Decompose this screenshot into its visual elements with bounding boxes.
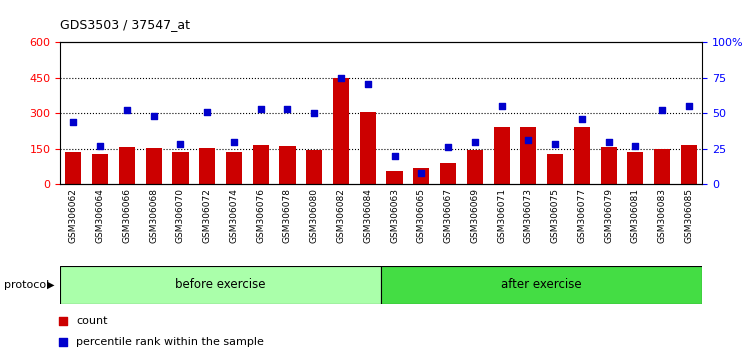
Bar bbox=[173, 152, 189, 184]
Text: GSM306075: GSM306075 bbox=[550, 188, 559, 243]
Bar bbox=[92, 154, 108, 184]
Bar bbox=[413, 167, 430, 184]
Bar bbox=[306, 150, 322, 184]
Point bbox=[683, 103, 695, 109]
Text: GSM306073: GSM306073 bbox=[523, 188, 532, 243]
Text: GSM306070: GSM306070 bbox=[176, 188, 185, 243]
Point bbox=[68, 119, 80, 125]
Text: after exercise: after exercise bbox=[502, 279, 582, 291]
Bar bbox=[387, 171, 403, 184]
Text: GSM306066: GSM306066 bbox=[122, 188, 131, 243]
Text: GSM306069: GSM306069 bbox=[470, 188, 479, 243]
Bar bbox=[547, 154, 563, 184]
Point bbox=[388, 153, 400, 159]
Text: GSM306081: GSM306081 bbox=[631, 188, 640, 243]
FancyBboxPatch shape bbox=[382, 266, 702, 304]
Point bbox=[469, 139, 481, 144]
Text: GSM306072: GSM306072 bbox=[203, 188, 212, 243]
Point bbox=[629, 143, 641, 149]
Text: GSM306065: GSM306065 bbox=[417, 188, 426, 243]
Text: GSM306067: GSM306067 bbox=[444, 188, 453, 243]
Point bbox=[121, 108, 133, 113]
Point bbox=[522, 137, 534, 143]
Point bbox=[656, 108, 668, 113]
Point bbox=[228, 139, 240, 144]
Point bbox=[148, 113, 160, 119]
Bar bbox=[252, 145, 269, 184]
Point bbox=[308, 110, 320, 116]
Bar bbox=[119, 147, 135, 184]
Bar bbox=[681, 145, 697, 184]
Point bbox=[255, 106, 267, 112]
Text: GSM306068: GSM306068 bbox=[149, 188, 158, 243]
FancyBboxPatch shape bbox=[60, 266, 382, 304]
Text: GSM306074: GSM306074 bbox=[230, 188, 239, 243]
Bar bbox=[467, 150, 483, 184]
Bar bbox=[333, 78, 349, 184]
Point bbox=[602, 139, 614, 144]
Bar bbox=[360, 112, 376, 184]
Text: GDS3503 / 37547_at: GDS3503 / 37547_at bbox=[60, 18, 190, 31]
Bar bbox=[601, 147, 617, 184]
Point bbox=[549, 142, 561, 147]
Point bbox=[442, 144, 454, 150]
Point bbox=[282, 106, 294, 112]
Text: GSM306062: GSM306062 bbox=[69, 188, 78, 243]
Text: GSM306071: GSM306071 bbox=[497, 188, 506, 243]
Point bbox=[244, 56, 256, 62]
Text: GSM306064: GSM306064 bbox=[95, 188, 104, 243]
Point bbox=[335, 75, 347, 81]
Text: ▶: ▶ bbox=[47, 280, 54, 290]
Text: protocol: protocol bbox=[4, 280, 49, 290]
Point bbox=[174, 142, 186, 147]
Point bbox=[576, 116, 588, 122]
Text: GSM306077: GSM306077 bbox=[578, 188, 587, 243]
Bar bbox=[574, 127, 590, 184]
Point bbox=[94, 143, 106, 149]
Bar bbox=[65, 152, 81, 184]
Text: count: count bbox=[76, 316, 107, 326]
Bar bbox=[654, 149, 670, 184]
Text: GSM306063: GSM306063 bbox=[390, 188, 399, 243]
Text: GSM306076: GSM306076 bbox=[256, 188, 265, 243]
Point bbox=[201, 109, 213, 115]
Bar bbox=[627, 152, 644, 184]
Point bbox=[415, 170, 427, 176]
Bar bbox=[199, 148, 216, 184]
Text: GSM306082: GSM306082 bbox=[336, 188, 345, 243]
Point bbox=[244, 249, 256, 255]
Bar bbox=[279, 146, 296, 184]
Bar bbox=[226, 152, 242, 184]
Text: before exercise: before exercise bbox=[175, 279, 266, 291]
Text: percentile rank within the sample: percentile rank within the sample bbox=[76, 337, 264, 347]
Point bbox=[496, 103, 508, 109]
Bar bbox=[493, 127, 509, 184]
Bar bbox=[146, 148, 161, 184]
Text: GSM306079: GSM306079 bbox=[604, 188, 613, 243]
Bar bbox=[440, 163, 456, 184]
Text: GSM306083: GSM306083 bbox=[658, 188, 667, 243]
Text: GSM306085: GSM306085 bbox=[684, 188, 693, 243]
Point bbox=[362, 81, 374, 86]
Bar bbox=[520, 127, 536, 184]
Text: GSM306080: GSM306080 bbox=[309, 188, 318, 243]
Text: GSM306084: GSM306084 bbox=[363, 188, 372, 243]
Text: GSM306078: GSM306078 bbox=[283, 188, 292, 243]
